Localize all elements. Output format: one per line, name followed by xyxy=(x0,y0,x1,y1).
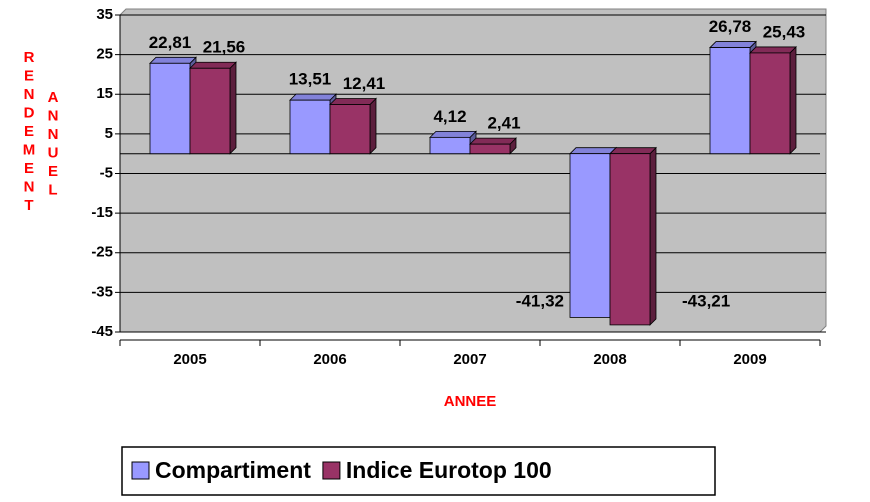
bar-side xyxy=(369,97,377,155)
x-tick-label: 2005 xyxy=(173,351,206,368)
y-tick-label: 15 xyxy=(96,85,113,102)
bar xyxy=(709,47,751,155)
y-tick-label: -25 xyxy=(91,244,113,261)
bar xyxy=(189,67,231,155)
bar-top xyxy=(429,130,477,138)
legend-swatch xyxy=(322,461,341,480)
y-tick-label: 35 xyxy=(96,6,113,23)
data-label: 12,41 xyxy=(343,74,386,93)
bar-top xyxy=(709,41,757,48)
bar-side xyxy=(229,61,237,155)
bar xyxy=(609,153,651,326)
bar xyxy=(749,52,791,155)
data-label: -41,32 xyxy=(516,291,564,310)
bar-top xyxy=(609,147,657,155)
bar-top xyxy=(329,98,377,105)
bar xyxy=(289,99,331,155)
bar-top xyxy=(749,46,797,54)
bar-top xyxy=(149,56,197,64)
y-tick-label: 5 xyxy=(105,125,113,142)
bar-top xyxy=(469,137,517,145)
legend-label: Indice Eurotop 100 xyxy=(346,457,552,483)
y-tick-label: -15 xyxy=(91,204,113,221)
data-label: 26,78 xyxy=(709,17,752,36)
x-axis-label: ANNEE xyxy=(444,393,497,410)
data-label: 13,51 xyxy=(289,70,332,89)
data-label: 2,41 xyxy=(487,114,520,133)
bar xyxy=(149,62,191,155)
bar-top xyxy=(289,93,337,101)
data-label: 22,81 xyxy=(149,33,192,52)
legend-label: Compartiment xyxy=(155,457,311,483)
data-label: -43,21 xyxy=(682,291,730,310)
y-tick-label: -45 xyxy=(91,323,113,340)
x-tick-label: 2007 xyxy=(453,351,486,368)
x-tick-label: 2008 xyxy=(593,351,626,368)
bar-side xyxy=(649,146,657,326)
bar-side xyxy=(789,45,797,155)
data-label: 25,43 xyxy=(763,22,806,41)
legend-box xyxy=(121,446,716,496)
y-tick-label: 25 xyxy=(96,46,113,63)
x-tick-label: 2009 xyxy=(733,351,766,368)
y-tick-label: -35 xyxy=(91,283,113,300)
bar xyxy=(429,136,471,155)
bar-top xyxy=(569,147,617,155)
data-label: 21,56 xyxy=(203,38,246,57)
bar-top xyxy=(189,61,237,69)
bar xyxy=(569,153,611,318)
legend-swatch xyxy=(131,461,150,480)
data-label: 4,12 xyxy=(433,107,466,126)
x-tick-label: 2006 xyxy=(313,351,346,368)
y-tick-label: -5 xyxy=(100,164,113,181)
bar xyxy=(469,143,511,155)
bar xyxy=(329,104,371,155)
